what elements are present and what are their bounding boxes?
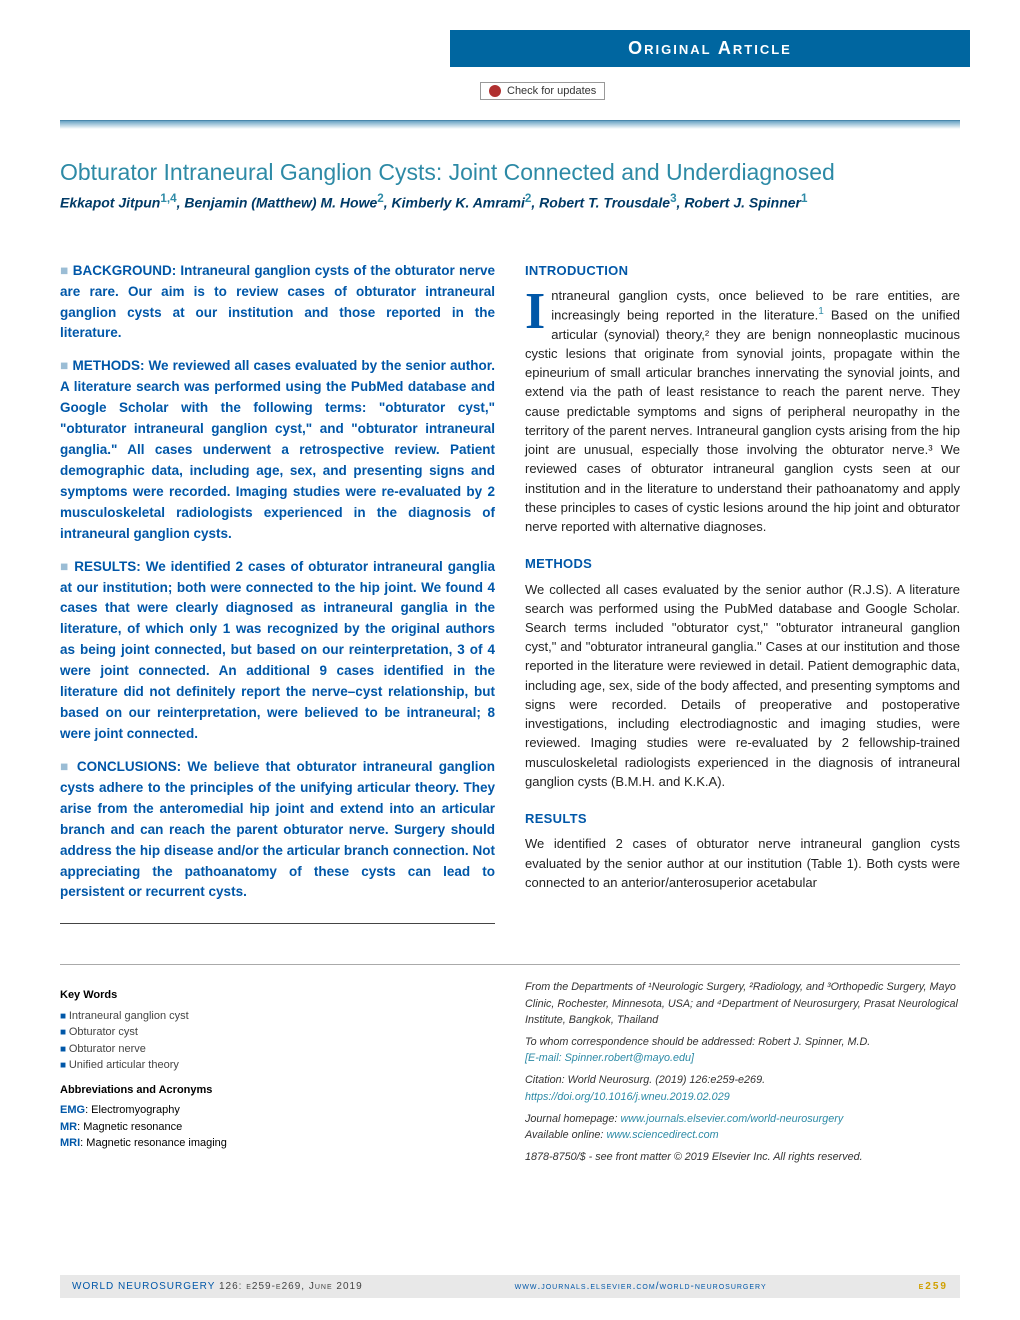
homepage-line: Journal homepage: www.journals.elsevier.…: [525, 1111, 960, 1127]
author-list: Ekkapot Jitpun1,4, Benjamin (Matthew) M.…: [60, 192, 960, 211]
affiliations-block: From the Departments of ¹Neurologic Surg…: [525, 979, 960, 1165]
keywords-block: Key Words Intraneural ganglion cystObtur…: [60, 979, 495, 1165]
footer-journal-issue: WORLD NEUROSURGERY 126: e259-e269, June …: [72, 1281, 363, 1292]
abbreviation-item: EMG: Electromyography: [60, 1102, 495, 1119]
introduction-heading: INTRODUCTION: [525, 261, 960, 280]
abstract-background: BACKGROUND: Intraneural ganglion cysts o…: [60, 261, 495, 345]
email-link[interactable]: [E-mail: Spinner.robert@mayo.edu]: [525, 1052, 694, 1064]
dropcap-letter: I: [525, 286, 551, 334]
keyword-item: Obturator nerve: [60, 1041, 495, 1058]
abstract-conclusions: CONCLUSIONS: We believe that obturator i…: [60, 757, 495, 903]
introduction-paragraph: Intraneural ganglion cysts, once believe…: [525, 286, 960, 536]
methods-heading: METHODS: [525, 554, 960, 573]
citation-text: Citation: World Neurosurg. (2019) 126:e2…: [525, 1072, 960, 1088]
keyword-item: Intraneural ganglion cyst: [60, 1008, 495, 1025]
keyword-item: Obturator cyst: [60, 1024, 495, 1041]
check-updates-button[interactable]: Check for updates: [480, 82, 605, 100]
copyright-text: 1878-8750/$ - see front matter © 2019 El…: [525, 1149, 960, 1165]
results-paragraph: We identified 2 cases of obturator nerve…: [525, 834, 960, 892]
article-category-banner: Original Article: [450, 30, 970, 67]
body-column: INTRODUCTION Intraneural ganglion cysts,…: [525, 261, 960, 935]
sciencedirect-link[interactable]: www.sciencedirect.com: [606, 1129, 718, 1141]
abbreviation-item: MRI: Magnetic resonance imaging: [60, 1135, 495, 1152]
abstract-methods: METHODS: We reviewed all cases evaluated…: [60, 356, 495, 544]
footer-page-number: e259: [919, 1281, 948, 1292]
abbreviations-heading: Abbreviations and Acronyms: [60, 1082, 495, 1099]
abbreviation-item: MR: Magnetic resonance: [60, 1119, 495, 1136]
header-rule: [60, 120, 960, 129]
check-updates-label: Check for updates: [507, 85, 596, 97]
available-line: Available online: www.sciencedirect.com: [525, 1127, 960, 1143]
abstract-results: RESULTS: We identified 2 cases of obtura…: [60, 557, 495, 745]
abstract-end-rule: [60, 923, 495, 924]
email-text: [E-mail: Spinner.robert@mayo.edu]: [525, 1050, 960, 1066]
homepage-link[interactable]: www.journals.elsevier.com/world-neurosur…: [620, 1113, 843, 1125]
article-title: Obturator Intraneural Ganglion Cysts: Jo…: [60, 159, 960, 186]
doi-link[interactable]: https://doi.org/10.1016/j.wneu.2019.02.0…: [525, 1091, 730, 1103]
keywords-heading: Key Words: [60, 987, 495, 1004]
footer-url: www.journals.elsevier.com/world-neurosur…: [515, 1281, 767, 1292]
abstract-column: BACKGROUND: Intraneural ganglion cysts o…: [60, 261, 495, 935]
methods-paragraph: We collected all cases evaluated by the …: [525, 580, 960, 792]
correspondence-text: To whom correspondence should be address…: [525, 1034, 960, 1050]
affiliations-text: From the Departments of ¹Neurologic Surg…: [525, 979, 960, 1028]
keyword-item: Unified articular theory: [60, 1057, 495, 1074]
page-footer-bar: WORLD NEUROSURGERY 126: e259-e269, June …: [60, 1275, 960, 1298]
crossmark-icon: [489, 85, 501, 97]
results-heading: RESULTS: [525, 809, 960, 828]
